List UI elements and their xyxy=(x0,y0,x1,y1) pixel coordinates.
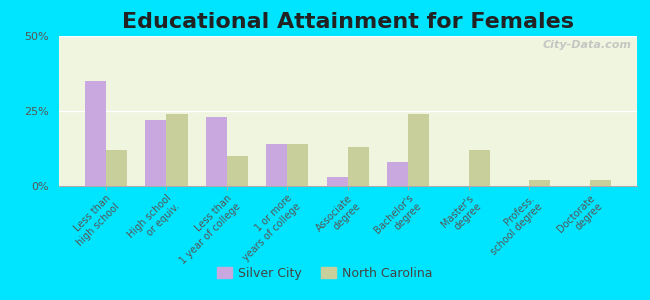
Bar xyxy=(287,144,309,186)
Bar xyxy=(529,180,551,186)
Bar xyxy=(205,117,227,186)
Bar xyxy=(326,177,348,186)
Bar xyxy=(348,147,369,186)
Bar xyxy=(387,162,408,186)
Bar xyxy=(408,114,430,186)
Legend: Silver City, North Carolina: Silver City, North Carolina xyxy=(213,262,437,285)
Bar xyxy=(106,150,127,186)
Bar xyxy=(266,144,287,186)
Text: City-Data.com: City-Data.com xyxy=(542,40,631,50)
Title: Educational Attainment for Females: Educational Attainment for Females xyxy=(122,12,574,32)
Bar xyxy=(84,81,106,186)
Bar xyxy=(590,180,611,186)
Bar xyxy=(145,120,166,186)
Bar xyxy=(469,150,490,186)
Bar xyxy=(227,156,248,186)
Bar xyxy=(166,114,188,186)
